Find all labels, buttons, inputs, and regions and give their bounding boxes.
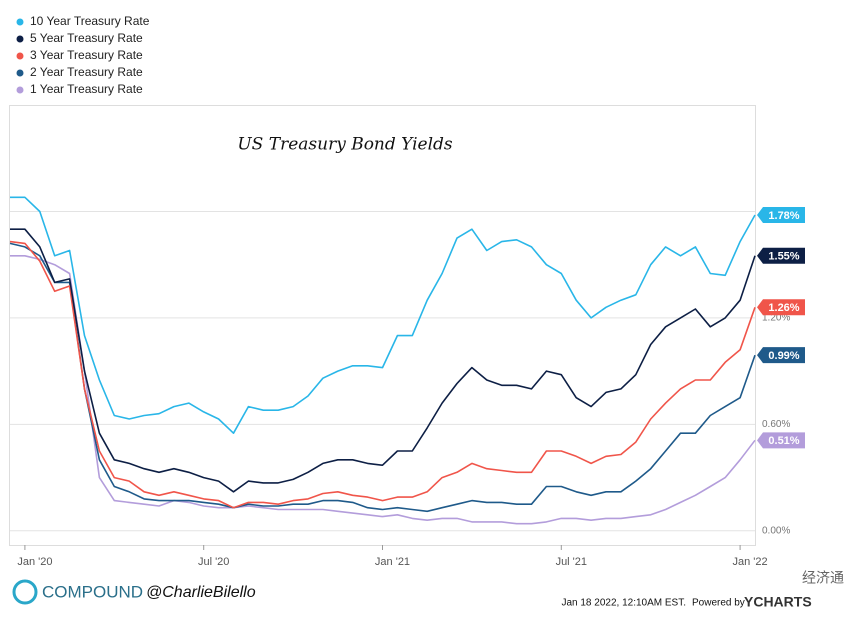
y-tick-label: 0.00% xyxy=(762,525,790,536)
series-line xyxy=(9,242,756,513)
badge xyxy=(757,432,805,449)
powered-by: Powered by xyxy=(692,598,745,609)
y-tick-label: 1.20% xyxy=(762,313,790,324)
series-line xyxy=(9,240,756,509)
legend-label: 1 Year Treasury Rate xyxy=(30,82,143,96)
badge xyxy=(757,347,805,364)
legend-marker xyxy=(16,18,24,26)
legend-label: 5 Year Treasury Rate xyxy=(30,31,143,45)
value-label: 1.55% xyxy=(768,251,799,263)
legend-label: 10 Year Treasury Rate xyxy=(30,14,150,28)
series-line xyxy=(10,196,756,434)
legend-marker xyxy=(16,35,24,43)
x-tick-label: Jul '21 xyxy=(556,556,587,568)
x-tick-label: Jul '20 xyxy=(198,556,229,568)
badge xyxy=(757,207,805,223)
x-tick-label: Jan '22 xyxy=(733,556,768,568)
handle: @CharlieBilello xyxy=(146,584,256,601)
brand-logo xyxy=(12,579,38,605)
legend-marker xyxy=(16,86,24,94)
x-tick-label: Jan '20 xyxy=(17,556,52,568)
series-line xyxy=(10,255,756,525)
chart-title: US Treasury Bond Yields xyxy=(237,135,453,155)
brand: COMPOUND xyxy=(42,582,143,601)
value-label: 0.51% xyxy=(768,435,799,447)
value-label: 0.99% xyxy=(768,350,799,362)
timestamp: Jan 18 2022, 12:10AM EST. xyxy=(561,598,686,609)
legend-marker xyxy=(16,69,24,77)
series-line xyxy=(10,228,756,493)
value-label: 1.78% xyxy=(768,210,799,222)
badge xyxy=(757,247,805,264)
badge xyxy=(757,299,805,316)
legend-marker xyxy=(16,52,24,60)
y-tick-label: 0.60% xyxy=(762,419,790,430)
legend-label: 2 Year Treasury Rate xyxy=(30,65,143,79)
x-tick-label: Jan '21 xyxy=(375,556,410,568)
provider: YCHARTS xyxy=(744,594,812,610)
watermark: 经济通 xyxy=(802,570,844,586)
legend-label: 3 Year Treasury Rate xyxy=(30,48,143,62)
value-label: 1.26% xyxy=(768,302,799,314)
